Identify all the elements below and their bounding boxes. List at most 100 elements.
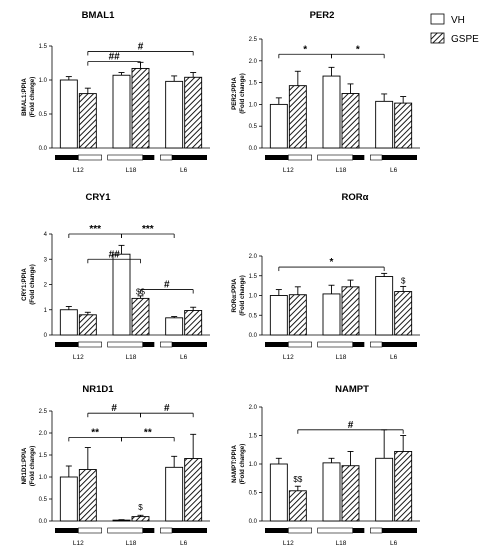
significance-mark: ## (109, 52, 121, 63)
y-tick-label: 0.0 (39, 519, 48, 525)
bar-vh-l12 (269, 463, 288, 522)
bar-vh-l18 (322, 462, 341, 522)
significance-mark: * (356, 44, 360, 55)
y-tick-label: 4 (44, 232, 48, 238)
light-cycle-bar (55, 154, 102, 161)
light-phase (160, 341, 173, 348)
light-cycle-bar (107, 527, 155, 534)
category-label: L18 (336, 354, 347, 361)
light-phase (317, 527, 353, 534)
y-tick-label: 3 (44, 257, 48, 263)
significance-mark: $$ (293, 475, 302, 484)
bar-vh-l6 (165, 317, 184, 336)
y-tick-label: 0.0 (249, 146, 258, 152)
bar-gspe-l6 (394, 291, 413, 336)
category-label: L12 (283, 540, 294, 547)
light-cycle-bar (317, 154, 365, 161)
panel-3: RORα 0.0 0.5 1.0 1.5 2.0 RORα:PPIA (Fold change… (231, 192, 420, 361)
light-phase (370, 527, 383, 534)
y-tick-label: 2.5 (249, 37, 258, 43)
bar-gspe-l18 (341, 93, 360, 149)
significance-mark: # (164, 280, 170, 291)
bar-gspe-l18 (341, 286, 360, 336)
y-tick-label: 0 (44, 333, 48, 339)
panel-5: NAMPT 0.0 0.5 1.0 1.5 2.0 NAMPT:PPIA (Fold chan… (231, 384, 420, 547)
dark-phase (55, 528, 79, 533)
bar-gspe-l12 (288, 294, 307, 336)
bar-vh-l12 (59, 79, 78, 149)
light-phase (107, 154, 143, 161)
dark-phase (142, 528, 155, 533)
bar-gspe-l12 (78, 469, 97, 522)
significance-mark: # (138, 41, 144, 52)
dark-phase (265, 528, 289, 533)
category-label: L6 (390, 167, 398, 174)
category-label: L6 (390, 540, 398, 547)
bar-gspe-l18 (131, 67, 150, 149)
light-cycle-bar (107, 154, 155, 161)
light-cycle-bar (265, 527, 312, 534)
legend-label-gspe: GSPE (451, 34, 479, 45)
y-tick-label: 1.5 (39, 453, 48, 459)
y-tick-label: 0.5 (249, 491, 258, 497)
bar-gspe-l6 (184, 310, 203, 336)
bar-vh-l18 (112, 253, 131, 336)
category-label: L18 (126, 540, 137, 547)
y-axis-label-unit: (Fold change) (29, 446, 36, 487)
bar-vh-l6 (375, 276, 394, 336)
bar-vh-l18 (112, 74, 131, 149)
chart-title: NR1D1 (82, 384, 114, 395)
chart-title: RORα (342, 192, 369, 203)
bar-gspe-l12 (78, 314, 97, 336)
y-tick-label: 1.5 (249, 434, 258, 440)
y-axis-label: NR1D1:PPIA (21, 447, 28, 484)
light-cycle-bar (160, 154, 207, 161)
chart-title: CRY1 (86, 192, 112, 203)
y-tick-label: 1.5 (39, 44, 48, 50)
significance-mark: # (348, 420, 354, 431)
bar-vh-l18 (322, 75, 341, 149)
y-tick-label: 0.0 (39, 146, 48, 152)
y-tick-label: 2.0 (249, 405, 258, 411)
y-tick-label: 0.5 (39, 112, 48, 118)
bar-gspe-l6 (184, 76, 203, 149)
light-phase (160, 527, 173, 534)
bar-vh-l18 (322, 293, 341, 336)
y-tick-label: 1.5 (249, 81, 258, 87)
dark-phase (55, 155, 79, 160)
light-phase (160, 154, 173, 161)
bar-vh-l6 (375, 457, 394, 522)
bar-gspe-l18 (341, 465, 360, 522)
bar-gspe-l6 (394, 451, 413, 522)
chart-title: BMAL1 (82, 10, 115, 21)
y-tick-label: 1 (44, 308, 48, 314)
panel-0: BMAL1 0.0 0.5 1.0 1.5 BMAL1:PPIA (Fold change)… (21, 10, 210, 174)
significance-mark: ** (91, 427, 99, 438)
significance-mark: ** (144, 427, 152, 438)
y-tick-label: 0.0 (249, 333, 258, 339)
y-axis-label: NAMPT:PPIA (231, 445, 238, 483)
dark-phase (55, 342, 79, 347)
y-tick-label: 1.5 (249, 274, 258, 280)
y-tick-label: 1.0 (249, 462, 258, 468)
dark-phase (352, 342, 365, 347)
light-phase (370, 154, 383, 161)
bar-gspe-l6 (394, 102, 413, 149)
light-cycle-bar (55, 527, 102, 534)
significance-mark: $ (138, 503, 143, 512)
dark-phase (382, 528, 417, 533)
light-phase (288, 154, 312, 161)
bar-gspe-l18 (131, 297, 150, 336)
legend: VH GSPE (430, 13, 479, 45)
dark-phase (265, 155, 289, 160)
category-label: L18 (336, 167, 347, 174)
y-tick-label: 1.0 (249, 102, 258, 108)
bar-gspe-l18 (131, 516, 150, 522)
light-cycle-bar (55, 341, 102, 348)
light-cycle-bar (370, 527, 417, 534)
y-tick-label: 1.0 (249, 294, 258, 300)
y-tick-label: 2 (44, 283, 48, 289)
bar-gspe-l6 (184, 458, 203, 522)
y-axis-label-unit: (Fold change) (29, 77, 36, 118)
significance-mark: $ (401, 277, 406, 286)
